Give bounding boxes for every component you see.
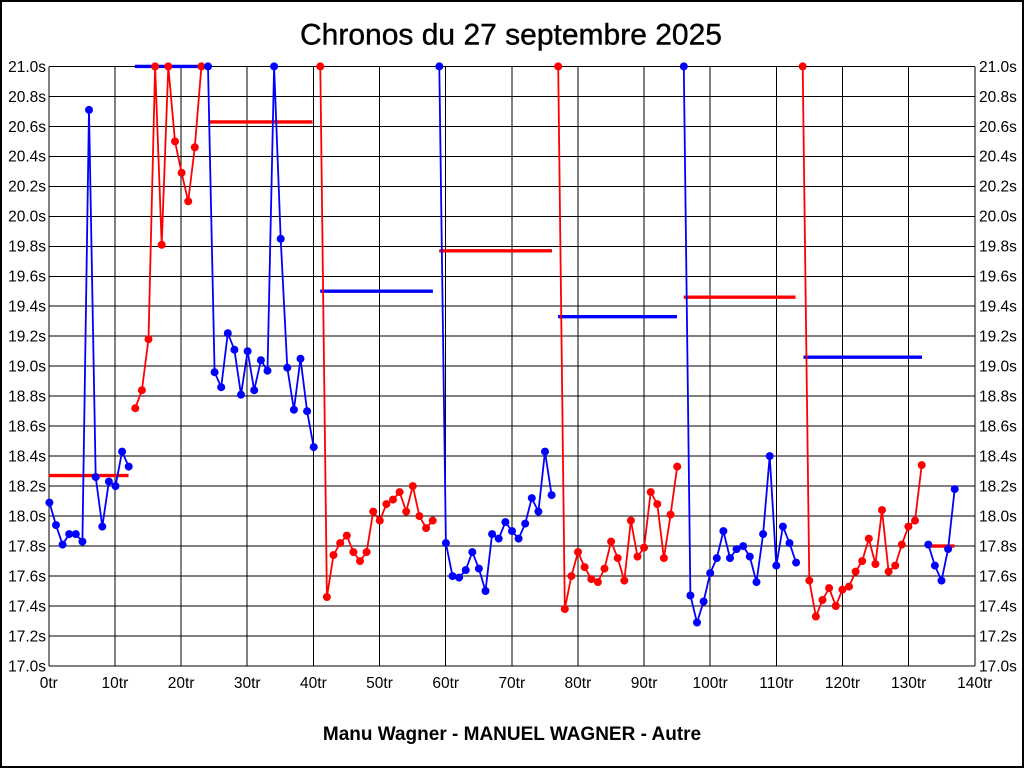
svg-text:10tr: 10tr [102, 675, 129, 692]
svg-text:19.4s: 19.4s [8, 299, 46, 316]
svg-text:20.6s: 20.6s [8, 119, 46, 136]
svg-text:18.6s: 18.6s [8, 419, 46, 436]
svg-text:20.8s: 20.8s [8, 89, 46, 106]
svg-text:20.2s: 20.2s [8, 179, 46, 196]
svg-text:130tr: 130tr [891, 675, 926, 692]
svg-text:20.0s: 20.0s [979, 209, 1017, 226]
svg-text:20.0s: 20.0s [8, 209, 46, 226]
svg-text:17.0s: 17.0s [979, 658, 1017, 675]
svg-text:30tr: 30tr [234, 675, 261, 692]
svg-text:18.8s: 18.8s [8, 389, 46, 406]
svg-text:18.4s: 18.4s [8, 449, 46, 466]
svg-text:20.4s: 20.4s [8, 149, 46, 166]
svg-text:40tr: 40tr [300, 675, 327, 692]
svg-text:0tr: 0tr [40, 675, 58, 692]
svg-text:19.6s: 19.6s [8, 269, 46, 286]
svg-text:100tr: 100tr [693, 675, 728, 692]
svg-text:17.4s: 17.4s [979, 598, 1017, 615]
svg-text:50tr: 50tr [366, 675, 393, 692]
svg-text:70tr: 70tr [498, 675, 525, 692]
svg-text:17.8s: 17.8s [8, 539, 46, 556]
svg-text:90tr: 90tr [631, 675, 658, 692]
svg-text:19.2s: 19.2s [979, 329, 1017, 346]
svg-text:19.0s: 19.0s [8, 359, 46, 376]
svg-text:18.2s: 18.2s [979, 479, 1017, 496]
svg-text:18.2s: 18.2s [8, 479, 46, 496]
svg-text:18.0s: 18.0s [8, 509, 46, 526]
svg-text:19.8s: 19.8s [8, 239, 46, 256]
svg-text:20.2s: 20.2s [979, 179, 1017, 196]
svg-text:60tr: 60tr [432, 675, 459, 692]
svg-text:17.4s: 17.4s [8, 598, 46, 615]
svg-text:20.6s: 20.6s [979, 119, 1017, 136]
svg-text:17.2s: 17.2s [8, 628, 46, 645]
svg-text:80tr: 80tr [565, 675, 592, 692]
svg-text:18.6s: 18.6s [979, 419, 1017, 436]
svg-text:17.6s: 17.6s [8, 569, 46, 586]
svg-text:17.0s: 17.0s [8, 658, 46, 675]
svg-text:17.6s: 17.6s [979, 569, 1017, 586]
svg-text:20.8s: 20.8s [979, 89, 1017, 106]
svg-text:19.6s: 19.6s [979, 269, 1017, 286]
svg-text:120tr: 120tr [825, 675, 860, 692]
svg-text:Chronos du 27 septembre 2025: Chronos du 27 septembre 2025 [300, 19, 722, 52]
svg-text:19.2s: 19.2s [8, 329, 46, 346]
svg-text:110tr: 110tr [759, 675, 793, 692]
svg-text:19.0s: 19.0s [979, 359, 1017, 376]
svg-text:18.4s: 18.4s [979, 449, 1017, 466]
svg-text:21.0s: 21.0s [979, 59, 1017, 76]
svg-text:20.4s: 20.4s [979, 149, 1017, 166]
svg-text:20tr: 20tr [168, 675, 195, 692]
svg-text:21.0s: 21.0s [8, 59, 46, 76]
svg-text:18.8s: 18.8s [979, 389, 1017, 406]
svg-text:19.8s: 19.8s [979, 239, 1017, 256]
svg-text:18.0s: 18.0s [979, 509, 1017, 526]
svg-text:17.2s: 17.2s [979, 628, 1017, 645]
svg-text:140tr: 140tr [957, 675, 992, 692]
svg-text:17.8s: 17.8s [979, 539, 1017, 556]
svg-text:19.4s: 19.4s [979, 299, 1017, 316]
svg-text:Manu Wagner - MANUEL WAGNER -: Manu Wagner - MANUEL WAGNER - Autre [323, 724, 701, 745]
